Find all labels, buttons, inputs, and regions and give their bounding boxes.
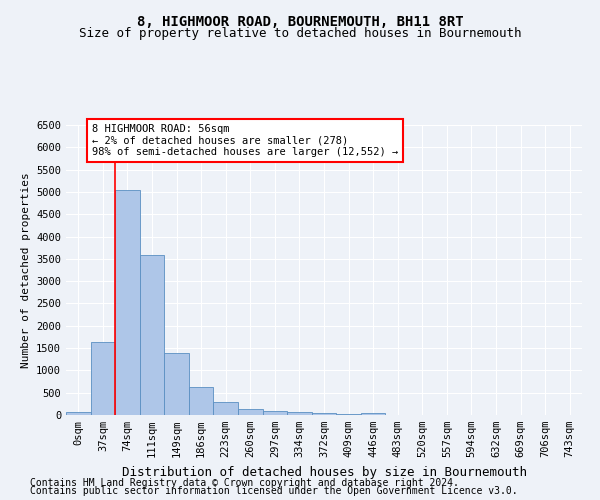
- Text: 8 HIGHMOOR ROAD: 56sqm
← 2% of detached houses are smaller (278)
98% of semi-det: 8 HIGHMOOR ROAD: 56sqm ← 2% of detached …: [92, 124, 398, 157]
- Bar: [140, 256, 164, 415]
- Bar: [238, 409, 263, 415]
- Bar: [287, 412, 312, 415]
- Bar: [312, 413, 336, 415]
- Text: 8, HIGHMOOR ROAD, BOURNEMOUTH, BH11 8RT: 8, HIGHMOOR ROAD, BOURNEMOUTH, BH11 8RT: [137, 15, 463, 29]
- Bar: [361, 412, 385, 415]
- Y-axis label: Number of detached properties: Number of detached properties: [20, 172, 31, 368]
- Bar: [214, 402, 238, 415]
- Bar: [66, 412, 91, 415]
- Bar: [91, 342, 115, 415]
- Text: Contains public sector information licensed under the Open Government Licence v3: Contains public sector information licen…: [30, 486, 518, 496]
- Text: Size of property relative to detached houses in Bournemouth: Size of property relative to detached ho…: [79, 28, 521, 40]
- X-axis label: Distribution of detached houses by size in Bournemouth: Distribution of detached houses by size …: [121, 466, 527, 478]
- Bar: [336, 414, 361, 415]
- Bar: [115, 190, 140, 415]
- Bar: [164, 352, 189, 415]
- Bar: [189, 388, 214, 415]
- Bar: [263, 410, 287, 415]
- Text: Contains HM Land Registry data © Crown copyright and database right 2024.: Contains HM Land Registry data © Crown c…: [30, 478, 459, 488]
